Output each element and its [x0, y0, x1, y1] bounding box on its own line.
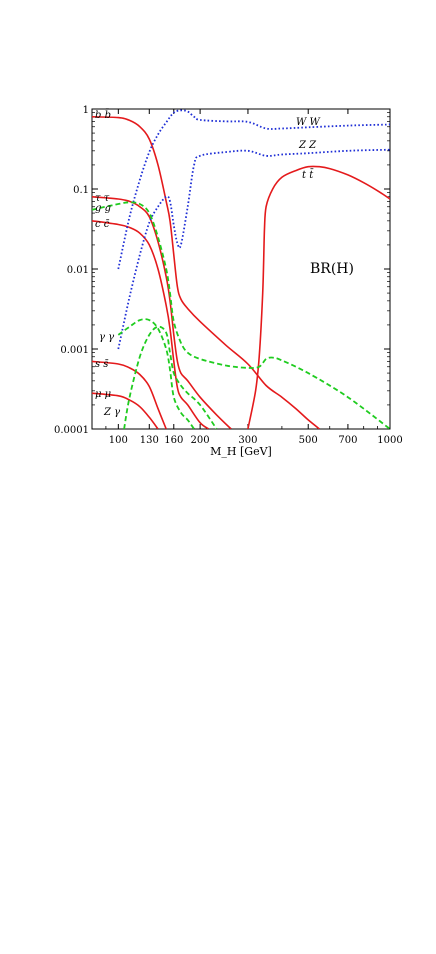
x-tick-label: 1000 — [377, 435, 402, 446]
y-tick-label: 0.1 — [73, 185, 89, 196]
series-label-10: t t̄ — [302, 169, 314, 181]
series-layer — [92, 109, 390, 429]
series-line-0 — [92, 116, 320, 429]
series-line-6 — [117, 109, 390, 270]
x-tick-label: 700 — [338, 435, 357, 446]
series-label-8: W W — [296, 117, 320, 128]
series-line-3 — [92, 360, 167, 429]
series-labels: b b̄ τ τg g c c̄ γ γ s s̄ μ μ Z γ W W Z Z t t̄ — [95, 109, 320, 418]
annotation-br-h: BR(H) — [310, 261, 354, 277]
series-line-10 — [123, 325, 218, 429]
axis-ticks: 100 130 160 200 300 500 700 1000 1 0.1 0.01 0.001 0.… — [54, 105, 403, 446]
series-line-4 — [92, 392, 159, 429]
x-tick-label: 500 — [299, 435, 318, 446]
x-tick-label: 300 — [238, 435, 257, 446]
series-label-4: γ γ — [99, 332, 114, 343]
series-line-8 — [92, 201, 390, 429]
series-line-7 — [117, 148, 390, 350]
x-tick-label: 100 — [109, 435, 128, 446]
y-tick-label: 1 — [83, 105, 89, 116]
y-tick-label: 0.001 — [60, 345, 89, 356]
series-line-1 — [92, 196, 232, 429]
series-label-3: c c̄ — [95, 219, 110, 230]
series-label-7: Z γ — [103, 407, 120, 418]
x-tick-label: 130 — [140, 435, 159, 446]
y-tick-label: 0.0001 — [54, 425, 89, 436]
y-tick-label: 0.01 — [67, 265, 89, 276]
series-line-2 — [92, 220, 210, 429]
x-tick-label: 200 — [191, 435, 210, 446]
series-label-5: s s̄ — [95, 359, 109, 370]
series-label-6: μ μ — [95, 389, 111, 400]
series-label-0: b b̄ — [95, 109, 111, 121]
series-line-9 — [117, 318, 195, 429]
series-line-5 — [247, 165, 390, 429]
series-label-9: Z Z — [298, 140, 317, 151]
series-label-1: τ τ — [95, 193, 110, 204]
series-label-2: g g — [95, 203, 111, 214]
x-tick-label: 160 — [164, 435, 183, 446]
x-axis-title: M_H [GeV] — [210, 445, 272, 458]
